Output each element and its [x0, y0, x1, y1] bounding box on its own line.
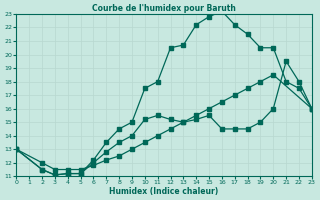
X-axis label: Humidex (Indice chaleur): Humidex (Indice chaleur) [109, 187, 219, 196]
Title: Courbe de l'humidex pour Baruth: Courbe de l'humidex pour Baruth [92, 4, 236, 13]
